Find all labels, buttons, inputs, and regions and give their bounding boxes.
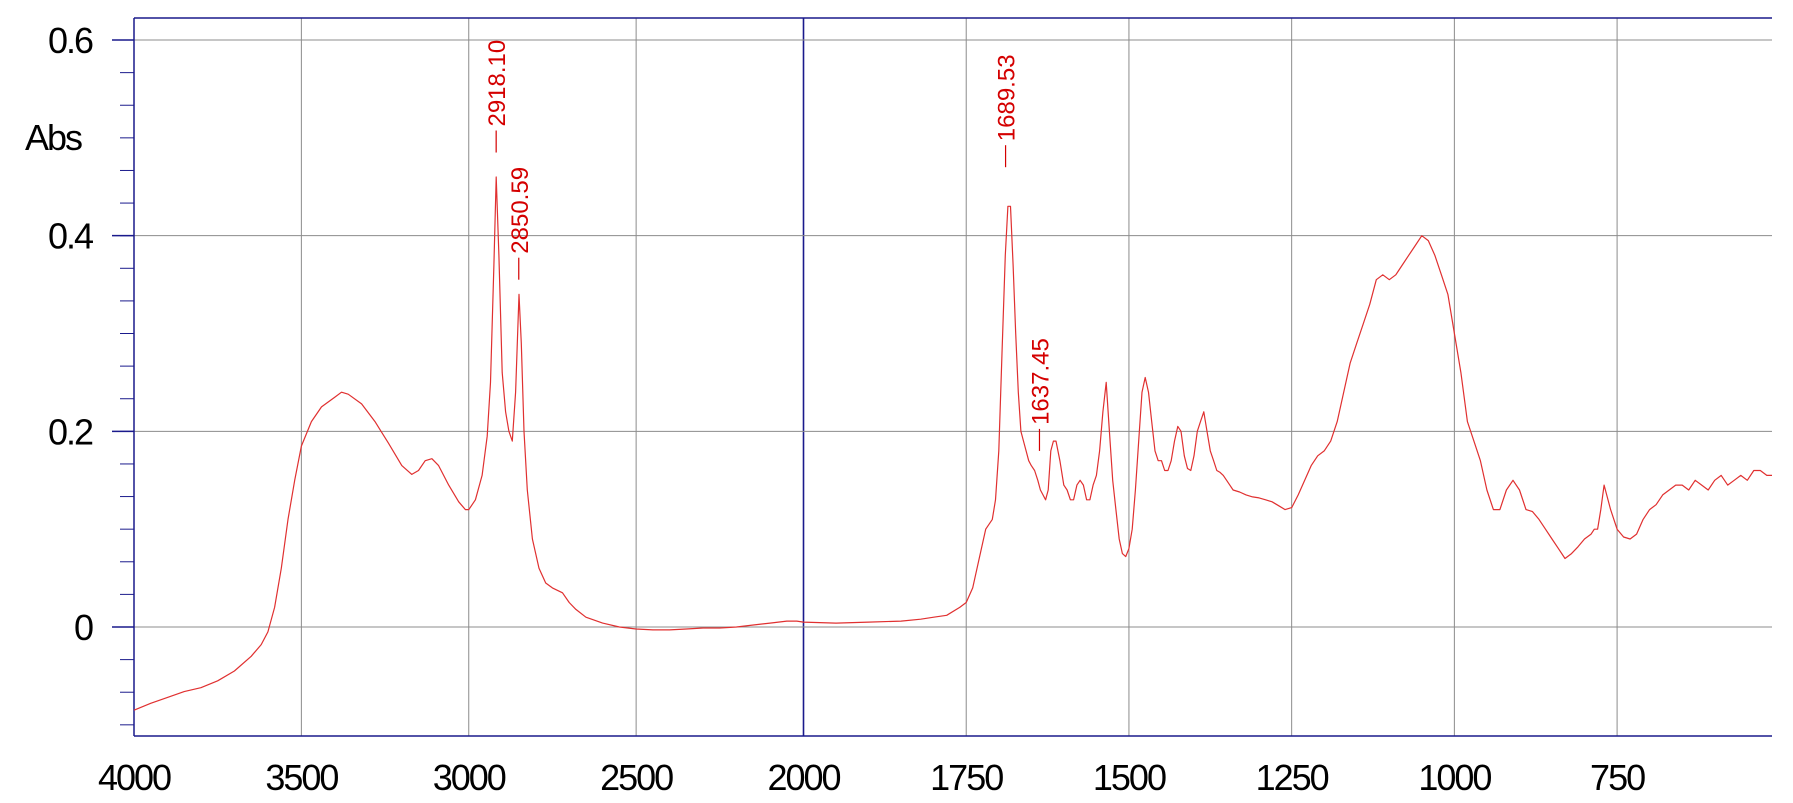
x-tick-label: 750: [1590, 757, 1645, 798]
plot-frame: [112, 17, 1772, 737]
x-tick-label: 3000: [433, 757, 506, 798]
y-tick-labels: 0 0.2 0.4 0.6: [48, 20, 95, 648]
peak-annotations: 2918.10 2850.59 1689.53 1637.45: [484, 40, 1054, 451]
y-axis-title: Abs: [25, 117, 82, 158]
x-tick-label: 1250: [1256, 757, 1329, 798]
x-tick-label: 1500: [1093, 757, 1166, 798]
grid-lines: [133, 18, 1772, 736]
x-tick-label: 2000: [767, 757, 840, 798]
x-tick-label: 3500: [265, 757, 338, 798]
x-tick-label: 1750: [930, 757, 1003, 798]
peak-label: 2850.59: [507, 167, 534, 254]
x-tick-label: 1000: [1418, 757, 1491, 798]
y-tick-label: 0.2: [48, 411, 93, 452]
x-tick-label: 2500: [600, 757, 673, 798]
spectrum-series: [133, 176, 1772, 711]
x-tick-label: 4000: [98, 757, 171, 798]
spectrum-line: [133, 176, 1772, 711]
x-tick-labels: 4000 3500 3000 2500 2000 1750 1500 1250 1000 750: [98, 757, 1647, 798]
peak-label: 2918.10: [484, 40, 511, 127]
peak-label: 1637.45: [1027, 338, 1054, 425]
y-tick-label: 0.6: [48, 20, 93, 61]
peak-label: 1689.53: [994, 54, 1021, 141]
y-tick-label: 0.4: [48, 216, 93, 257]
y-tick-label: 0: [74, 607, 93, 648]
